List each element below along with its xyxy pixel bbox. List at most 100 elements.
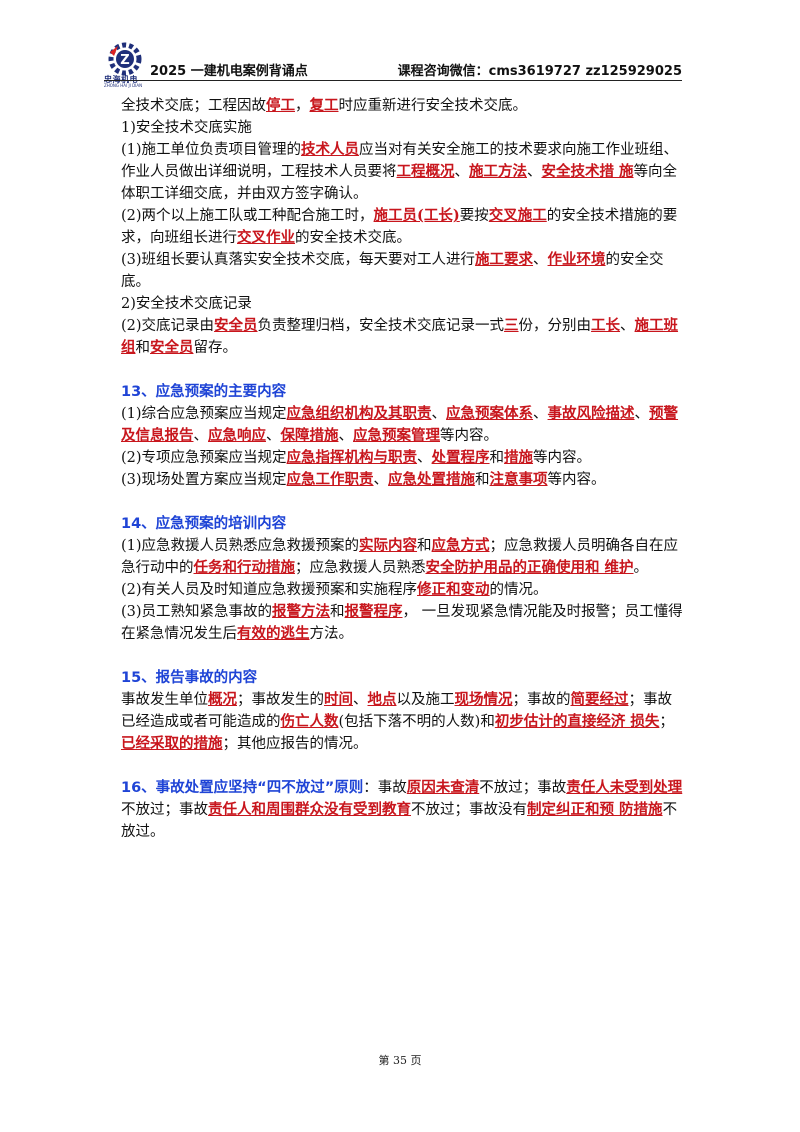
body-text: 的安全技术措施的要求，向班组长进行: [121, 208, 678, 246]
paragraph: (3)员工熟知紧急事故的报警方法和报警程序， 一旦发现紧急情况能及时报警；员工懂…: [121, 601, 683, 645]
keyword-highlight: 实际内容: [359, 537, 418, 554]
body-text: ；应急救援人员熟悉: [295, 560, 426, 576]
body-text: ；其他应报告的情况。: [222, 736, 368, 752]
keyword-highlight: 安全员: [150, 339, 194, 356]
body-text: 、: [373, 472, 389, 488]
paragraph-gap: [121, 755, 683, 777]
body-text: 、: [431, 406, 447, 422]
body-text: 的情况。: [489, 582, 548, 598]
body-text: 、: [353, 692, 368, 708]
body-text: 和: [475, 472, 490, 488]
body-text: ；事故的: [512, 692, 571, 708]
paragraph: 1)安全技术交底实施: [121, 117, 683, 139]
body-text: 、: [193, 428, 209, 444]
body-text: 应当对有关安全施工的技术要求向施工作业班组、作业人员做出详细说明，工程技术人员要…: [121, 142, 679, 180]
body-text: 等内容。: [533, 450, 592, 466]
body-text: (3)班组长要认真落实安全技术交底，每天要对工人进行: [121, 252, 476, 268]
body-text: 、: [338, 428, 354, 444]
body-text: 的安全技术交底。: [295, 230, 411, 246]
keyword-highlight: 应急处置措施: [388, 471, 476, 488]
body-text: 时应重新进行安全技术交底。: [338, 98, 528, 114]
keyword-highlight: 复工: [309, 97, 339, 114]
paragraph: (2)有关人员及时知道应急救援预案和实施程序修正和变动的情况。: [121, 579, 683, 601]
keyword-highlight: 伤亡人数: [280, 713, 339, 730]
keyword-highlight: 施工方法: [469, 163, 527, 180]
keyword-highlight: 预警及信息报告: [121, 405, 679, 444]
keyword-highlight: 施工班组: [121, 317, 679, 356]
paragraph-gap: [121, 359, 683, 381]
body-text: 全技术交底；工程因故: [121, 98, 266, 114]
keyword-highlight: 简要经过: [570, 691, 629, 708]
body-text: 1)安全技术交底实施: [121, 120, 252, 136]
document-title: 2025 一建机电案例背诵点: [150, 64, 308, 79]
keyword-highlight: 概况: [208, 691, 237, 708]
keyword-highlight: 注意事项: [489, 471, 548, 488]
paragraph: 事故发生单位概况；事故发生的时间、地点以及施工现场情况；事故的简要经过；事故已经…: [121, 689, 683, 755]
body-text: 、: [634, 406, 650, 422]
body-text: 、: [620, 318, 635, 334]
keyword-highlight: 工程概况: [396, 163, 455, 180]
document-body: 全技术交底；工程因故停工，复工时应重新进行安全技术交底。 1)安全技术交底实施 (1…: [121, 95, 683, 843]
paragraph: (3)班组长要认真落实安全技术交底，每天要对工人进行施工要求、作业环境的安全交底…: [121, 249, 683, 293]
keyword-highlight: 工长: [591, 317, 621, 334]
keyword-highlight: 交叉施工: [488, 207, 547, 224]
body-text: 要按: [459, 208, 489, 224]
section-heading: 13、应急预案的主要内容: [121, 381, 683, 403]
keyword-highlight: 保障措施: [280, 427, 339, 444]
body-text: 、: [533, 252, 548, 268]
paragraph-gap: [121, 645, 683, 667]
body-text: ；事故已经造成或者可能造成的: [121, 692, 672, 730]
body-text: 的安全交底。: [121, 252, 664, 290]
body-text: ， 一旦发现紧急情况能及时报警；员工懂得在紧急情况发生后: [121, 604, 683, 642]
page-header: Z 忠海机电 ZHONG HAI JI DIAN 2025 一建机电案例背诵点 …: [104, 40, 682, 88]
logo-text: 忠海机电: [104, 75, 138, 84]
header-divider: [104, 80, 682, 81]
keyword-highlight: 应急预案体系: [446, 405, 534, 422]
body-text: 留存。: [193, 340, 238, 356]
body-text: 、: [417, 450, 432, 466]
keyword-highlight: 应急指挥机构与职责: [286, 449, 418, 466]
keyword-highlight: 初步估计的直接经济 损失: [494, 713, 660, 730]
keyword-highlight: 安全员: [214, 317, 258, 334]
keyword-highlight: 修正和变动: [417, 581, 490, 598]
body-text: (3)员工熟知紧急事故的: [121, 604, 273, 620]
keyword-highlight: 制定纠正和预 防措施: [527, 801, 663, 818]
body-text: 等内容。: [547, 472, 606, 488]
body-text: ，: [295, 98, 310, 114]
keyword-highlight: 安全技术措 施: [541, 163, 634, 180]
body-text: ；: [659, 714, 674, 730]
keyword-highlight: 应急预案管理: [353, 427, 440, 444]
keyword-highlight: 责任人未受到处理: [566, 779, 683, 796]
keyword-highlight: 措施: [504, 449, 534, 466]
body-text: 等内容。: [440, 428, 498, 444]
body-text: 。: [633, 560, 649, 576]
keyword-highlight: 施工员(工长): [373, 207, 460, 224]
keyword-highlight: 任务和行动措施: [193, 559, 296, 576]
body-text: (2)有关人员及时知道应急救援预案和实施程序: [121, 582, 418, 598]
section-heading: 16、事故处置应坚持“四不放过”原则：事故原因未查清不放过；事故责任人未受到处理…: [121, 777, 683, 843]
body-text: 份，分别由: [518, 318, 592, 334]
logo-subtext: ZHONG HAI JI DIAN: [104, 83, 143, 88]
body-text: (1)应急救援人员熟悉应急救援预案的: [121, 538, 360, 554]
svg-text:Z: Z: [120, 53, 129, 68]
keyword-highlight: 交叉作业: [237, 229, 295, 246]
section-title: 16、事故处置应坚持“四不放过”原则: [121, 780, 364, 796]
body-text: (包括下落不明的人数)和: [338, 714, 495, 730]
body-text: 不放过。: [121, 802, 678, 840]
section-title: 13、应急预案的主要内容: [121, 384, 287, 400]
paragraph: 全技术交底；工程因故停工，复工时应重新进行安全技术交底。: [121, 95, 683, 117]
contact-info: 课程咨询微信：cms3619727 zz125929025: [397, 64, 682, 79]
body-text: 2)安全技术交底记录: [121, 296, 252, 312]
body-text: 、: [454, 164, 470, 180]
body-text: (1)综合应急预案应当规定: [121, 406, 287, 422]
body-text: 不放过；事故: [121, 802, 208, 818]
body-text: 以及施工: [396, 692, 455, 708]
keyword-highlight: 时间: [324, 691, 353, 708]
keyword-highlight: 报警程序: [344, 603, 403, 620]
section-heading: 15、报告事故的内容: [121, 667, 683, 689]
paragraph: (3)现场处置方案应当规定应急工作职责、应急处置措施和注意事项等内容。: [121, 469, 683, 491]
body-text: 和: [135, 340, 151, 356]
body-text: (2)交底记录由: [121, 318, 215, 334]
body-text: ：事故: [363, 780, 407, 796]
keyword-highlight: 安全防护用品的正确使用和 维护: [425, 559, 634, 576]
